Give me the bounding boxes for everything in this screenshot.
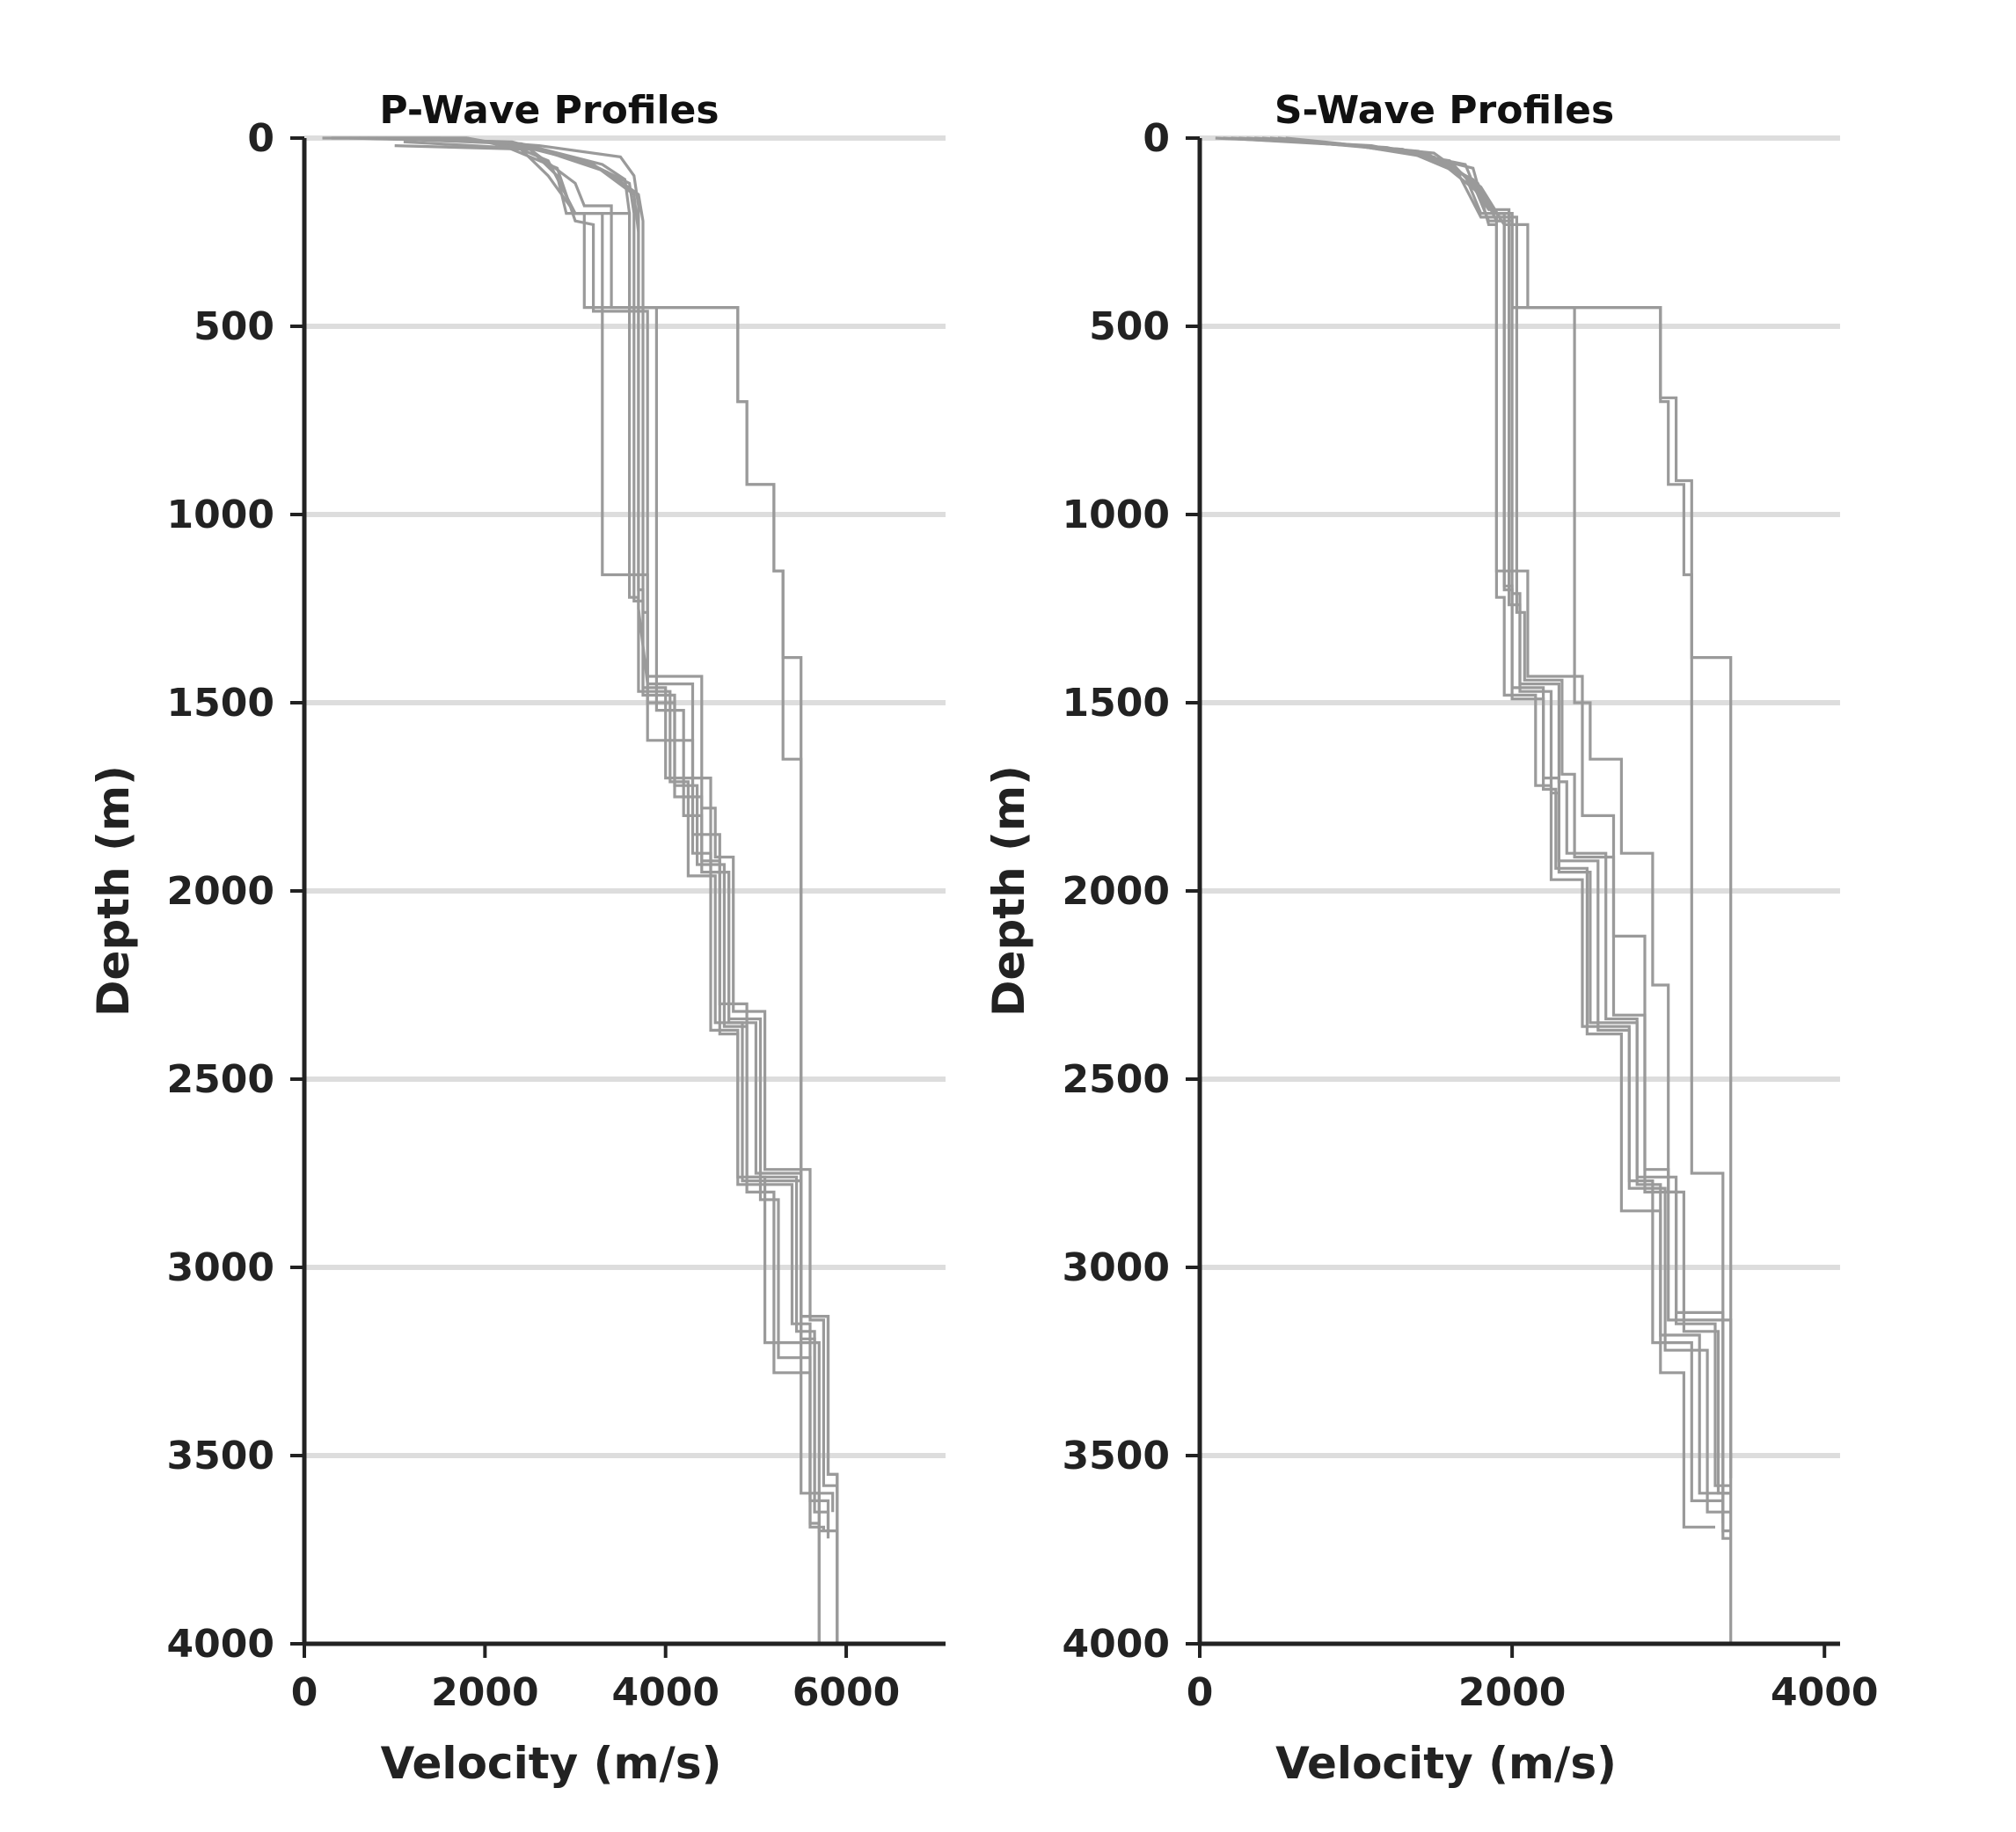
- velocity-profile-line: [376, 136, 830, 1539]
- y-tick-label: 1000: [167, 493, 274, 537]
- velocity-profile-line: [394, 144, 825, 1531]
- velocity-profile-line: [385, 136, 835, 1513]
- y-tick-label: 2500: [167, 1057, 274, 1102]
- velocity-profile-line: [1269, 136, 1731, 1487]
- y-axis-label: Depth (m): [88, 765, 139, 1017]
- x-tick-label: 0: [1187, 1670, 1214, 1715]
- y-tick-label: 1500: [167, 681, 274, 726]
- y-tick-label: 500: [1089, 304, 1170, 349]
- x-axis-label: Velocity (m/s): [1275, 1738, 1617, 1789]
- velocity-profile-line: [1231, 136, 1731, 1540]
- velocity-profile-line: [331, 136, 839, 1644]
- y-tick-label: 0: [1143, 116, 1170, 161]
- p-wave-panel: 0 500 1000 1500 2000 2500 3000 3500 4000 0 2000 400…: [88, 88, 946, 1789]
- x-tick-label: 6000: [793, 1670, 900, 1715]
- velocity-profile-line: [1238, 136, 1733, 1478]
- x-tick-label: 2000: [1458, 1670, 1566, 1715]
- y-tick-label: 2000: [1063, 869, 1170, 914]
- velocity-profile-line: [1277, 136, 1715, 1529]
- chart-title: P-Wave Profiles: [379, 88, 719, 133]
- y-tick-label: 3500: [1063, 1434, 1170, 1478]
- x-tick-label: 2000: [431, 1670, 538, 1715]
- x-tick-label: 4000: [611, 1670, 719, 1715]
- velocity-profile-line: [1246, 136, 1731, 1495]
- y-tick-label: 3000: [1063, 1245, 1170, 1290]
- y-tick-label: 2500: [1063, 1057, 1170, 1102]
- chart-title: S-Wave Profiles: [1275, 88, 1614, 133]
- s-wave-panel: 0 500 1000 1500 2000 2500 3000 3500 4000 0 2000 400…: [983, 88, 1878, 1789]
- y-tick-label: 2000: [167, 869, 274, 914]
- y-tick-label: 4000: [1063, 1622, 1170, 1667]
- y-tick-label: 3500: [167, 1434, 274, 1478]
- x-tick-label: 4000: [1771, 1670, 1878, 1715]
- y-tick-label: 3000: [167, 1245, 274, 1290]
- velocity-profile-line: [1285, 136, 1731, 1495]
- x-tick-label: 0: [291, 1670, 318, 1715]
- velocity-profile-line: [1253, 136, 1725, 1523]
- velocity-profile-line: [1223, 136, 1731, 1533]
- x-axis-label: Velocity (m/s): [381, 1738, 722, 1789]
- y-tick-label: 0: [247, 116, 274, 161]
- y-axis-label: Depth (m): [983, 765, 1034, 1017]
- y-tick-label: 500: [194, 304, 274, 349]
- velocity-profile-line: [403, 140, 839, 1493]
- velocity-profile-line: [367, 136, 830, 1531]
- y-tick-label: 1000: [1063, 493, 1170, 537]
- y-tick-label: 1500: [1063, 681, 1170, 726]
- y-tick-label: 4000: [167, 1622, 274, 1667]
